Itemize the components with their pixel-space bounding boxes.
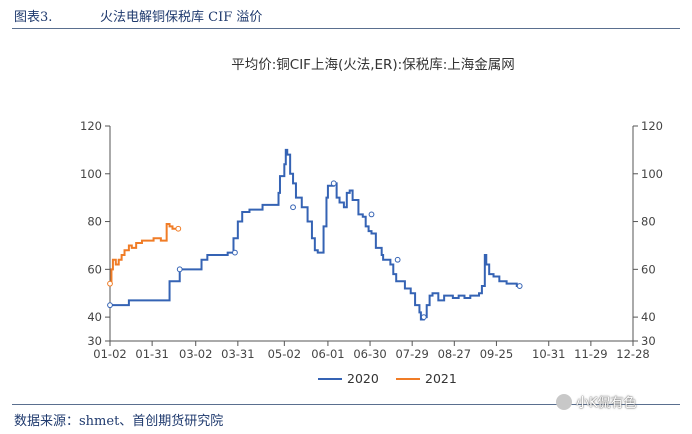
y-left-tick-label: 30 <box>87 334 102 348</box>
series-2020-marker <box>394 256 401 263</box>
x-tick-label: 03-02 <box>179 347 212 361</box>
legend-label-2021: 2021 <box>425 371 457 386</box>
wechat-icon <box>556 394 572 410</box>
source-rule <box>12 404 680 405</box>
y-left-tick-label: 40 <box>87 310 102 324</box>
y-right-tick-label: 80 <box>641 215 656 229</box>
x-tick-label: 11-29 <box>574 347 607 361</box>
y-right-tick-label: 120 <box>641 119 663 133</box>
x-tick-label: 06-01 <box>311 347 344 361</box>
chart-axes: 30 40 60 80 100 120 30 40 60 80 100 120 01-02 01-31 03… <box>80 119 663 361</box>
x-tick-label: 07-29 <box>395 347 428 361</box>
y-left-tick-label: 60 <box>87 262 102 276</box>
series-2020-marker <box>368 211 375 218</box>
y-left-tick-label: 120 <box>80 119 102 133</box>
y-left-tick-label: 80 <box>87 215 102 229</box>
watermark-text: 小K侃有色 <box>576 396 637 411</box>
y-right-tick-label: 40 <box>641 310 656 324</box>
series-2021-line <box>110 222 179 285</box>
y-right-tick-label: 100 <box>641 167 663 181</box>
series-2020-marker <box>232 249 238 256</box>
series-2021-marker <box>107 280 113 287</box>
x-tick-label: 01-02 <box>93 347 126 361</box>
figure-title: 火法电解铜保税库 CIF 溢价 <box>100 10 263 25</box>
series-2021-marker <box>175 225 182 232</box>
caption-rule <box>12 28 680 29</box>
series-2020-line <box>110 148 520 321</box>
x-tick-label: 03-31 <box>221 347 254 361</box>
series-2020-marker <box>290 204 296 211</box>
x-tick-label: 01-31 <box>135 347 168 361</box>
chart-title: 平均价:铜CIF上海(火法,ER):保税库:上海金属网 <box>231 57 515 73</box>
x-tick-label: 08-27 <box>438 347 471 361</box>
y-right-tick-label: 30 <box>641 334 656 348</box>
series-2020-marker <box>330 180 337 187</box>
x-tick-label: 12-28 <box>616 347 649 361</box>
x-tick-label: 10-31 <box>532 347 565 361</box>
series-2020-marker <box>107 302 113 309</box>
series-2020-marker <box>420 314 427 321</box>
series-2020-marker <box>176 266 183 273</box>
x-tick-label: 09-25 <box>480 347 513 361</box>
y-right-tick-label: 60 <box>641 262 656 276</box>
chart-legend: 2020 2021 <box>318 371 457 386</box>
series-2020-marker <box>516 283 523 289</box>
chart-series-layer <box>107 148 523 321</box>
y-left-tick-label: 100 <box>80 167 102 181</box>
figure-label: 图表3. <box>14 10 53 25</box>
figure-caption: 图表3. 火法电解铜保税库 CIF 溢价 <box>14 6 262 25</box>
x-tick-label: 06-30 <box>353 347 386 361</box>
legend-label-2020: 2020 <box>347 371 379 386</box>
watermark: 小K侃有色 <box>556 392 637 411</box>
x-tick-label: 05-02 <box>268 347 301 361</box>
source-note: 数据来源：shmet、首创期货研究院 <box>14 414 224 429</box>
